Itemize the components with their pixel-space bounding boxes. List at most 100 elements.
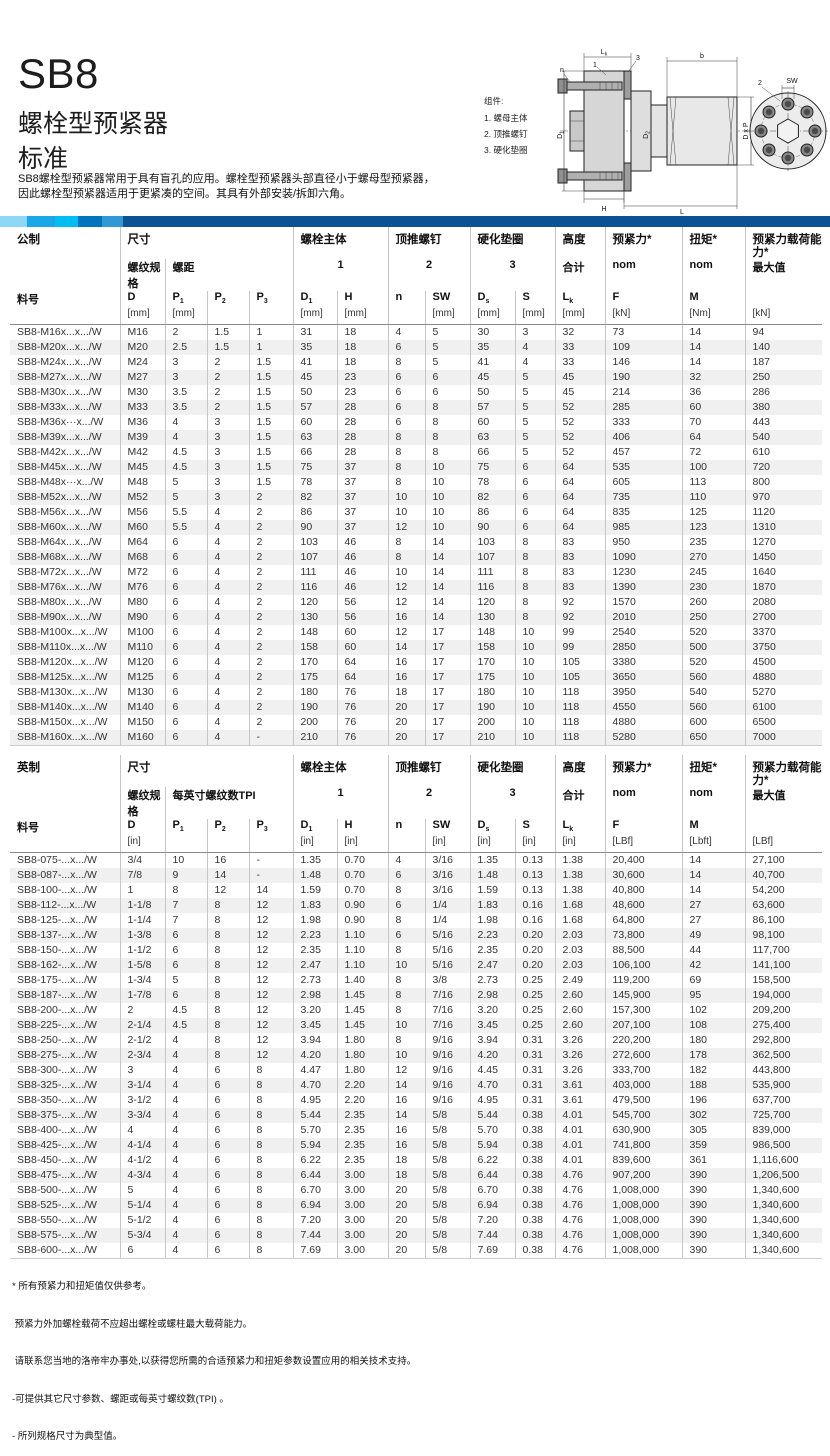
value-cell: 108 [681, 1018, 745, 1033]
column-header: 尺寸 [119, 755, 293, 787]
value-cell: 16 [387, 610, 425, 625]
value-cell: 23 [336, 370, 388, 385]
value-cell: 520 [681, 625, 745, 640]
value-cell: 1 [119, 883, 165, 898]
column-header: 高度 [554, 227, 605, 259]
value-cell: 2.73 [469, 973, 515, 988]
table-row: SB8-200-...x.../W 2 4.5 8 12 3.20 1.45 8 7/16 3.2… [10, 1003, 822, 1018]
value-cell: 3.61 [554, 1078, 605, 1093]
value-cell: 37 [336, 460, 388, 475]
value-cell: 6 [164, 565, 207, 580]
value-cell: 106,100 [604, 958, 682, 973]
value-cell: 187 [744, 355, 822, 370]
value-cell: 12 [248, 973, 293, 988]
value-cell: 443,800 [744, 1063, 822, 1078]
value-cell: 76 [336, 685, 388, 700]
value-cell: 4 [164, 430, 207, 445]
value-cell: 1.5 [248, 475, 293, 490]
value-cell: 0.38 [514, 1198, 555, 1213]
value-cell: 1.83 [292, 898, 337, 913]
column-header: [LBf] [744, 836, 822, 853]
value-cell: 4 [206, 610, 249, 625]
value-cell: 0.70 [336, 883, 388, 898]
value-cell: 4 [164, 1108, 207, 1123]
value-cell: 8 [248, 1213, 293, 1228]
value-cell: 4 [206, 685, 249, 700]
value-cell: 8 [387, 430, 425, 445]
value-cell: 46 [336, 535, 388, 550]
value-cell: 8 [206, 898, 249, 913]
value-cell: 60 [469, 415, 515, 430]
column-header: [in] [119, 836, 165, 853]
value-cell: 45 [469, 370, 515, 385]
value-cell: 2-1/4 [119, 1018, 165, 1033]
value-cell: 90 [292, 520, 337, 535]
value-cell: 95 [681, 988, 745, 1003]
value-cell: 8 [206, 988, 249, 1003]
value-cell: 8 [387, 550, 425, 565]
value-cell: 2.5 [164, 340, 207, 355]
value-cell: 8 [387, 913, 425, 928]
value-cell: 5/8 [424, 1243, 470, 1259]
value-cell: 6 [164, 625, 207, 640]
value-cell: 2.35 [292, 943, 337, 958]
value-cell: 6 [164, 730, 207, 746]
column-header: [Lbft] [681, 836, 745, 853]
value-cell: 0.38 [514, 1243, 555, 1259]
value-cell: 5-1/4 [119, 1198, 165, 1213]
value-cell: M130 [119, 685, 165, 700]
value-cell: 14 [424, 565, 470, 580]
value-cell: 6 [164, 670, 207, 685]
table-row: SB8-187-...x.../W 1-7/8 6 8 12 2.98 1.45 8 7/16 2… [10, 988, 822, 1003]
value-cell: 141,100 [744, 958, 822, 973]
value-cell: 12 [387, 595, 425, 610]
value-cell: 180 [292, 685, 337, 700]
value-cell: 190 [292, 700, 337, 715]
component-legend: 组件: 1. 螺母主体 2. 顶推螺钉 3. 硬化垫圈 [484, 93, 527, 158]
value-cell: 20 [387, 1228, 425, 1243]
value-cell: 1.38 [554, 852, 605, 868]
value-cell: 75 [469, 460, 515, 475]
column-header: M [681, 291, 745, 308]
value-cell: 3-3/4 [119, 1108, 165, 1123]
part-number-cell: SB8-350-...x.../W [17, 1094, 97, 1106]
value-cell: 6 [164, 580, 207, 595]
value-cell: 46 [336, 565, 388, 580]
value-cell: 73 [604, 324, 682, 340]
value-cell: 3/16 [424, 868, 470, 883]
value-cell: 4 [164, 1243, 207, 1259]
value-cell: M45 [119, 460, 165, 475]
value-cell: 7.69 [292, 1243, 337, 1259]
value-cell: 111 [292, 565, 337, 580]
value-cell: 0.16 [514, 913, 555, 928]
value-cell: 1.5 [248, 400, 293, 415]
value-cell: 1,008,000 [604, 1243, 682, 1259]
value-cell: 4.76 [554, 1168, 605, 1183]
column-header: 高度 [554, 755, 605, 787]
column-header: 顶推螺钉 [387, 227, 470, 259]
value-cell: 4 [164, 1078, 207, 1093]
value-cell: 14 [681, 324, 745, 340]
value-cell: 4.5 [164, 1018, 207, 1033]
table-row: SB8-087-...x.../W 7/8 9 14-1.48 0.70 6 3/16 1.4… [10, 868, 822, 883]
accent-bar-segment [102, 216, 123, 227]
value-cell: 4 [206, 640, 249, 655]
part-number-cell: SB8-M64x...x.../W [17, 536, 102, 548]
value-cell: 64 [336, 670, 388, 685]
value-cell: 8 [387, 988, 425, 1003]
value-cell: 12 [248, 988, 293, 1003]
column-header [248, 308, 293, 325]
value-cell: 18 [387, 685, 425, 700]
value-cell: 50 [469, 385, 515, 400]
value-cell: 4880 [604, 715, 682, 730]
value-cell: 8 [248, 1168, 293, 1183]
column-header: 最大值 [744, 787, 822, 819]
table-row: SB8-075-...x.../W 3/4 10 16-1.35 0.70 4 3/16 1.… [10, 852, 822, 868]
part-number-cell: SB8-M140x...x.../W [17, 701, 108, 713]
footnote-line: 预紧力外加螺栓载荷不应超出螺栓或螺柱最大载荷能力。 [12, 1318, 253, 1330]
part-number-cell: SB8-M125x...x.../W [17, 671, 108, 683]
footnote-line: -可提供其它尺寸参数、螺距或每英寸螺纹数(TPI) 。 [12, 1393, 229, 1405]
value-cell: 0.25 [514, 988, 555, 1003]
value-cell: 735 [604, 490, 682, 505]
column-header: 3 [469, 787, 555, 819]
